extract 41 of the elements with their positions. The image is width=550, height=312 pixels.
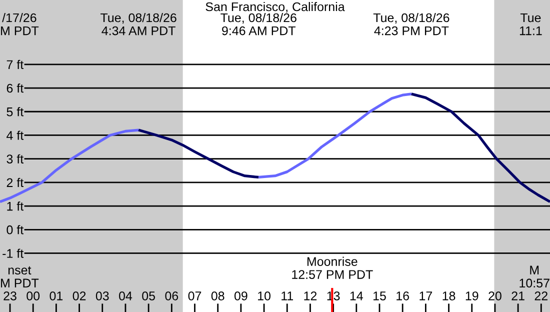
annotation: /17/26 M PDT	[1, 13, 39, 36]
x-tick-label: 22	[534, 291, 548, 300]
annotation: Tue, 08/18/26 4:23 PM PDT	[373, 13, 450, 36]
ref-line-label: Moonrise 12:57 PM PDT	[292, 256, 373, 279]
x-tick-label: 19	[466, 291, 478, 300]
x-tick-label: 09	[234, 291, 248, 300]
x-tick-label: 11	[282, 292, 294, 300]
x-tick-label: 21	[512, 291, 524, 300]
x-tick-label: 23	[4, 291, 16, 300]
x-tick-label: 01	[50, 291, 63, 300]
y-tick-label: 7 ft	[6, 60, 24, 70]
annotation: Tue 11:1	[520, 13, 542, 36]
x-tick-label: 06	[165, 291, 178, 300]
x-tick-label: 18	[442, 291, 456, 300]
x-tick-label: 00	[26, 291, 40, 300]
chart-title: San Francisco, California	[206, 2, 345, 13]
x-tick-label: 04	[119, 291, 132, 300]
y-tick-label: 0 ft	[6, 225, 24, 234]
x-tick-label: 05	[142, 291, 155, 300]
x-tick-label: 02	[72, 291, 86, 300]
x-tick-label: 14	[350, 292, 363, 300]
x-tick-label: 16	[396, 291, 409, 300]
y-tick-label: 3 ft	[6, 154, 24, 164]
x-tick-label: 08	[211, 291, 224, 300]
x-tick-label: 12	[304, 291, 317, 300]
x-tick-label: 20	[488, 291, 502, 300]
y-tick-label: 4 ft	[6, 130, 24, 140]
x-tick-label: 15	[374, 292, 386, 300]
annotation: M 10:57	[520, 266, 550, 288]
y-tick-label: 2 ft	[6, 178, 24, 188]
x-tick-label: 07	[188, 291, 202, 300]
annotation: nset M PDT	[1, 266, 39, 288]
y-tick-label: -1 ft	[2, 248, 24, 258]
annotation: Tue, 08/18/26 4:34 AM PDT	[100, 13, 176, 36]
annotation: Tue, 08/18/26 9:46 AM PDT	[220, 13, 296, 36]
x-tick-label: 03	[96, 291, 109, 300]
y-tick-label: 6 ft	[6, 84, 24, 93]
y-tick-label: 1 ft	[7, 202, 24, 211]
x-tick-label: 17	[420, 292, 432, 300]
x-tick-label: 10	[258, 291, 270, 300]
y-tick-label: 5 ft	[6, 107, 24, 116]
